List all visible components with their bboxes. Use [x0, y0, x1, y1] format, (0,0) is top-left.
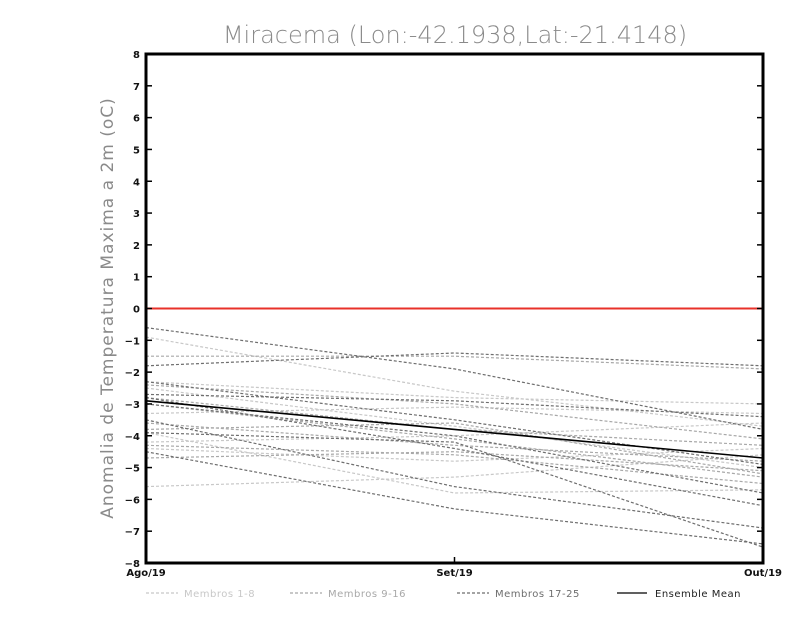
y-tick-label: 1 [133, 273, 140, 284]
series-line-membro-12 [145, 422, 764, 462]
series-line-membro-11 [145, 397, 764, 446]
y-tick-label: −2 [125, 368, 140, 379]
y-axis-label: Anomalia de Temperatura Maxima a 2m (oC) [98, 97, 118, 519]
series-line-membro-21 [145, 403, 764, 494]
y-tick-label: −8 [125, 559, 140, 570]
y-tick-label: 6 [133, 114, 140, 125]
y-tick-label: −6 [125, 495, 140, 506]
series-line-membro-10 [145, 384, 764, 440]
y-tick-label: 0 [133, 305, 140, 316]
series-line-membro-18 [145, 352, 764, 367]
series-line-membro-23 [145, 451, 764, 545]
legend: Membros 1-8 Membros 9-16 Membros 17-25 Ense… [146, 589, 741, 600]
legend-item-membros-1-8-label: Membros 1-8 [184, 589, 255, 600]
y-tick-label: −4 [125, 432, 140, 443]
y-tick-label: −5 [125, 464, 140, 475]
x-tick-label: Set/19 [436, 568, 472, 579]
y-tick-label: 7 [133, 82, 140, 93]
series-line-membro-6 [145, 454, 764, 488]
series-line-membro-22 [145, 419, 764, 529]
series-line-membro-25 [145, 432, 764, 548]
series-line-membro-24 [145, 397, 764, 507]
series-line-membro-14 [145, 444, 764, 485]
series-line-membro-8 [145, 432, 764, 494]
y-tick-label: −7 [125, 527, 140, 538]
series-line-membro-13 [145, 422, 764, 475]
series-line-ensemble-mean [145, 400, 764, 459]
series-line-membro-7 [145, 387, 764, 469]
chart-title: Miracema (Lon:-42.1938,Lat:-21.4148) [223, 21, 687, 49]
series-line-membro-20 [145, 393, 764, 418]
series-line-membro-1 [145, 336, 764, 427]
x-tick-label: Ago/19 [126, 568, 165, 579]
series-line-membro-17 [145, 327, 764, 430]
series-line-membro-3 [145, 406, 764, 415]
y-tick-label: −3 [125, 400, 140, 411]
legend-item-membros-17-25-label: Membros 17-25 [495, 589, 580, 600]
y-tick-label: −1 [125, 336, 140, 347]
series-line-membro-19 [145, 381, 764, 465]
series-line-membro-5 [145, 447, 764, 462]
series-line-membro-4 [145, 422, 764, 443]
y-tick-label: 8 [133, 50, 140, 61]
legend-item-membros-9-16-label: Membros 9-16 [328, 589, 406, 600]
x-tick-label: Out/19 [744, 568, 782, 579]
y-tick-label: 3 [133, 209, 140, 220]
series-line-membro-15 [145, 451, 764, 472]
series-line-membro-9 [146, 355, 764, 370]
series-line-membro-2 [145, 381, 764, 405]
y-tick-label: 4 [133, 177, 140, 188]
y-tick-label: 2 [133, 241, 140, 252]
series-line-membro-16 [145, 403, 764, 478]
y-tick-label: 5 [133, 145, 140, 156]
legend-item-ensemble-mean-label: Ensemble Mean [655, 589, 741, 600]
